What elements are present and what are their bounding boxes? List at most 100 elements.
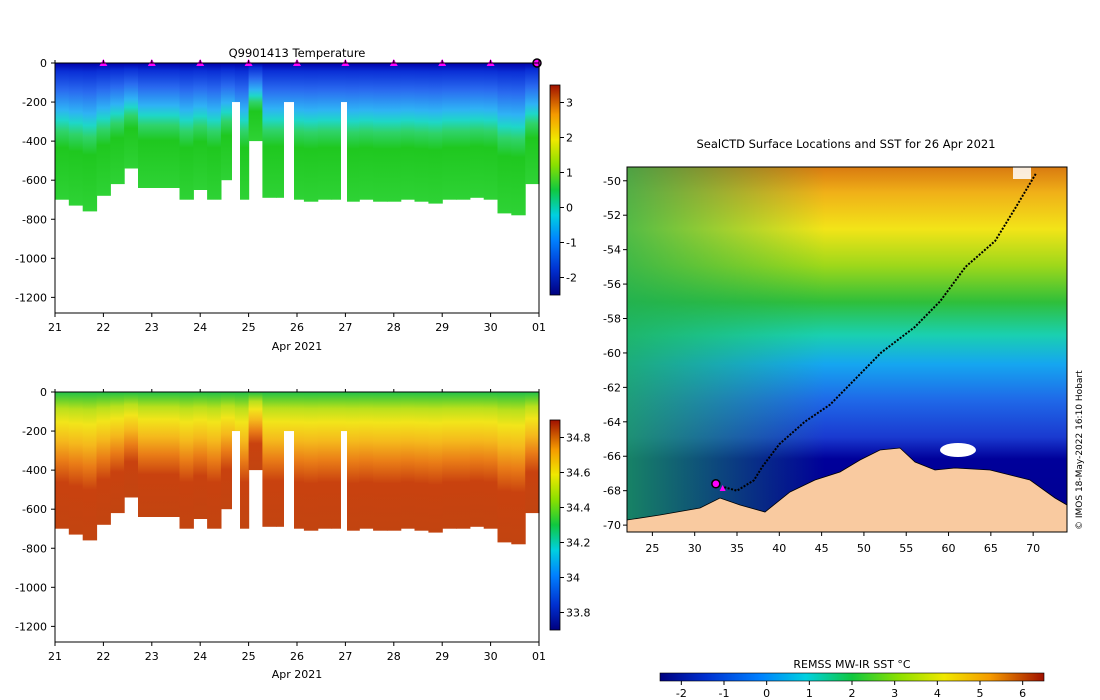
y-tick-label: -1000 — [15, 252, 47, 265]
profile-column — [386, 63, 402, 202]
map-y-tick-label: -62 — [603, 381, 621, 394]
temperature-y-ticks: 0 -200 -400 -600 -800 -1000 -1200 — [15, 57, 55, 304]
map-y-tick-label: -58 — [603, 313, 621, 326]
profile-column — [497, 63, 512, 214]
y-tick-label: -600 — [22, 503, 47, 516]
temperature-section-panel: Q9901413 Temperature 0 -200 -400 -600 -800 -1… — [15, 46, 577, 353]
map-x-tick-label: 35 — [730, 542, 744, 555]
profile-column — [193, 392, 208, 519]
y-tick-label: -600 — [22, 174, 47, 187]
sst-colorbar-tick-label: 5 — [977, 687, 984, 700]
map-x-tick-label: 30 — [688, 542, 702, 555]
ice-patch — [940, 443, 976, 457]
sst-colorbar-tick-label: 1 — [806, 687, 813, 700]
sst-map-panel: SealCTD Surface Locations and SST for 26… — [603, 137, 1085, 700]
y-tick-label: 0 — [40, 57, 47, 70]
temperature-field — [55, 63, 540, 216]
profile-column — [82, 63, 98, 212]
map-x-tick-label: 45 — [815, 542, 829, 555]
x-tick-label: 22 — [96, 650, 110, 663]
map-y-tick-label: -52 — [603, 209, 621, 222]
y-tick-label: -800 — [22, 542, 47, 555]
profile-column — [262, 392, 277, 527]
salinity-x-ticks: 21 22 23 24 25 26 27 28 29 30 01 — [48, 389, 546, 663]
profile-column — [220, 63, 236, 181]
profile-column — [82, 392, 98, 541]
missing-profile-gap — [232, 431, 240, 533]
colorbar-tick-label: 3 — [566, 97, 573, 110]
map-x-tick-label: 70 — [1026, 542, 1040, 555]
map-y-tick-label: -50 — [603, 175, 621, 188]
x-tick-label: 22 — [96, 321, 110, 334]
y-tick-label: -200 — [22, 425, 47, 438]
profile-column — [138, 392, 153, 517]
map-y-tick-label: -60 — [603, 347, 621, 360]
profile-column — [96, 63, 111, 196]
profile-column — [151, 63, 167, 188]
profile-column — [179, 392, 194, 529]
x-tick-label: 23 — [145, 650, 159, 663]
y-tick-label: -400 — [22, 464, 47, 477]
seal-track — [711, 173, 1037, 492]
sst-field — [627, 167, 1067, 532]
profile-column — [110, 63, 125, 185]
profile-column — [359, 392, 374, 529]
map-axes-frame — [626, 166, 1068, 533]
profile-column — [483, 392, 499, 529]
x-tick-label: 27 — [338, 650, 352, 663]
profile-column — [525, 63, 540, 185]
map-x-tick-label: 25 — [645, 542, 659, 555]
profile-column — [138, 63, 153, 188]
sst-colorbar-label: REMSS MW-IR SST °C — [793, 658, 911, 671]
salinity-y-ticks: 0 -200 -400 -600 -800 -1000 -1200 — [15, 386, 55, 633]
profile-column — [456, 63, 471, 200]
profile-column — [469, 63, 485, 198]
x-tick-label: 25 — [242, 321, 256, 334]
missing-profile-gap — [284, 431, 294, 533]
map-y-tick-label: -56 — [603, 278, 621, 291]
temperature-x-ticks: 21 22 23 24 25 26 27 28 29 30 01 — [48, 60, 546, 334]
x-tick-label: 30 — [484, 650, 498, 663]
x-tick-label: 28 — [387, 650, 401, 663]
sst-colorbar-tick-label: 4 — [934, 687, 941, 700]
antarctica-land — [627, 447, 1067, 532]
x-tick-label: 30 — [484, 321, 498, 334]
profile-column — [207, 392, 222, 529]
x-tick-label: 27 — [338, 321, 352, 334]
colorbar-tick-label: 0 — [566, 202, 573, 215]
salinity-xlabel: Apr 2021 — [272, 668, 323, 681]
missing-profile-gap — [341, 431, 347, 533]
colorbar-tick-label: 34.6 — [566, 467, 591, 480]
colorbar-tick-label: -1 — [566, 237, 577, 250]
map-y-tick-label: -70 — [603, 519, 621, 532]
seal-position-marker — [711, 479, 721, 489]
temperature-title: Q9901413 Temperature — [229, 46, 366, 60]
sst-colorbar-ticks: -2 -1 0 1 2 3 4 5 6 — [676, 681, 1026, 700]
profile-column — [303, 63, 319, 202]
temperature-colorbar-ticks: -2 -1 0 1 2 3 — [560, 97, 577, 285]
sst-colorbar-tick-label: 3 — [891, 687, 898, 700]
y-tick-label: -800 — [22, 213, 47, 226]
x-tick-label: 29 — [435, 321, 449, 334]
salinity-field — [55, 392, 540, 545]
profile-column — [525, 392, 540, 514]
map-y-tick-label: -68 — [603, 485, 621, 498]
sst-colorbar — [659, 672, 1045, 682]
x-tick-label: 29 — [435, 650, 449, 663]
salinity-colorbar — [549, 419, 561, 631]
x-tick-label: 25 — [242, 650, 256, 663]
profile-column — [179, 63, 194, 200]
salinity-section-panel: 0 -200 -400 -600 -800 -1000 -1200 21 22 23 24 25 26… — [15, 386, 590, 681]
profile-column — [96, 392, 111, 525]
credit-text: © IMOS 18-May-2022 16:10 Hobart — [1075, 370, 1085, 530]
profile-column — [55, 392, 70, 529]
missing-data-patch — [1013, 167, 1031, 179]
map-title: SealCTD Surface Locations and SST for 26… — [696, 137, 995, 151]
map-x-tick-label: 55 — [899, 542, 913, 555]
colorbar-tick-label: 1 — [566, 167, 573, 180]
profile-column — [124, 63, 139, 169]
profile-column — [124, 392, 139, 498]
profile-column — [497, 392, 512, 543]
x-tick-label: 24 — [193, 321, 207, 334]
missing-profile-gap — [284, 102, 294, 204]
